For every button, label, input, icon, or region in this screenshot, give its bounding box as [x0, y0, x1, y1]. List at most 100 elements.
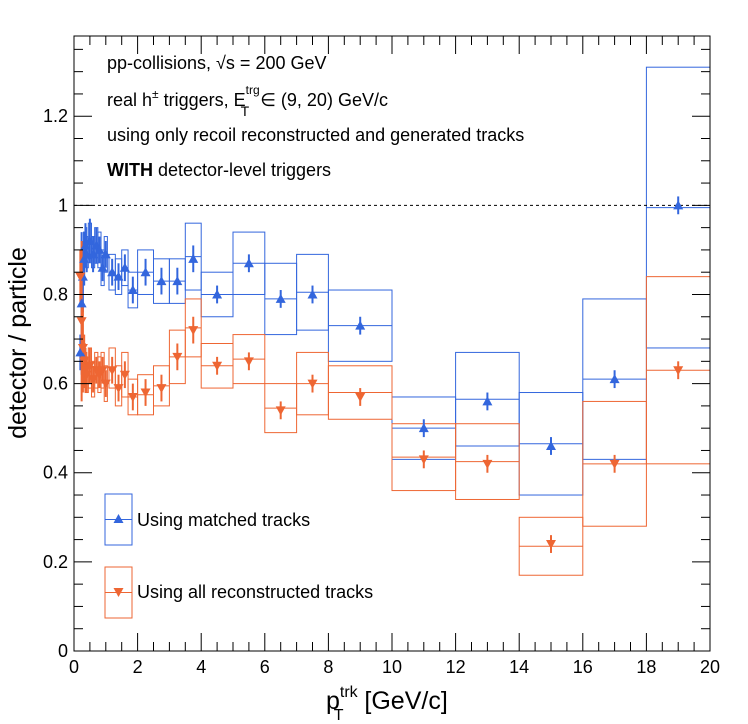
annotation-line-2-sup: ±	[152, 87, 159, 101]
data-point-matched	[673, 200, 684, 210]
x-tick-label: 0	[69, 657, 79, 677]
y-tick-label: 1	[58, 195, 68, 215]
data-point-all	[97, 366, 108, 376]
data-point-all	[140, 388, 151, 398]
data-point-all	[81, 370, 92, 380]
data-point-all	[275, 406, 286, 416]
annotation-line-3: using only recoil reconstructed and gene…	[107, 125, 524, 145]
data-point-all	[75, 272, 86, 282]
data-point-all	[172, 352, 183, 362]
data-point-matched	[76, 298, 87, 308]
data-point-all	[307, 379, 318, 389]
annotation-block: pp-collisions, √s = 200 GeV real h± trig…	[107, 53, 524, 180]
x-tick-label: 4	[196, 657, 206, 677]
x-tick-label: 14	[509, 657, 529, 677]
legend-marker-matched	[113, 514, 124, 523]
annotation-line-4-bold: WITH	[107, 160, 153, 180]
x-axis-label-sup: trk	[340, 684, 359, 701]
data-point-matched	[212, 289, 223, 299]
data-point-matched	[88, 249, 99, 259]
data-point-matched	[113, 271, 124, 281]
annotation-line-4-rest: detector-level triggers	[153, 160, 331, 180]
data-point-matched	[156, 276, 167, 286]
y-tick-label: 0.8	[43, 284, 68, 304]
annotation-line-2-e-sup: trg	[246, 83, 260, 97]
data-point-all	[107, 366, 118, 376]
legend-entry-matched: Using matched tracks	[104, 493, 310, 546]
data-point-all	[418, 455, 429, 465]
data-point-matched	[355, 320, 366, 330]
y-tick-label: 0	[58, 641, 68, 661]
data-point-all	[188, 326, 199, 336]
data-point-all	[84, 361, 95, 371]
x-tick-label: 18	[636, 657, 656, 677]
y-axis-label: detector / particle	[4, 247, 32, 439]
x-tick-label: 10	[382, 657, 402, 677]
x-tick-label: 2	[133, 657, 143, 677]
data-point-all	[212, 361, 223, 371]
data-point-matched	[609, 374, 620, 384]
y-tick-label: 1.2	[43, 106, 68, 126]
y-tick-label: 0.6	[43, 374, 68, 394]
data-point-all	[482, 459, 493, 469]
data-point-matched	[107, 267, 118, 277]
data-point-all	[77, 343, 88, 353]
data-point-all	[100, 379, 111, 389]
data-point-matched	[418, 423, 429, 433]
legend: Using matched tracks Using all reconstru…	[104, 493, 373, 619]
x-tick-label: 6	[260, 657, 270, 677]
data-point-all	[79, 357, 90, 367]
data-point-matched	[307, 289, 318, 299]
data-point-all	[127, 392, 138, 402]
data-point-all	[546, 540, 556, 550]
data-point-matched	[188, 253, 199, 263]
x-axis-label-sub: T	[334, 707, 344, 724]
x-axis-label-main: p	[326, 687, 340, 715]
data-point-matched	[84, 236, 95, 245]
x-tick-label: 20	[700, 657, 720, 677]
annotation-line-2-c: ∈ (9, 20) GeV/c	[255, 90, 388, 110]
annotation-line-4: WITH detector-level triggers	[107, 160, 331, 180]
data-point-all	[113, 384, 124, 394]
data-point-all	[673, 366, 684, 376]
data-point-matched	[100, 249, 111, 259]
y-axis-ticks: 0 0.2 0.4 0.6 0.8 1 1.2	[43, 48, 710, 661]
data-point-matched	[81, 249, 92, 259]
legend-marker-all	[113, 588, 124, 597]
annotation-line-2-a: real h	[107, 90, 152, 110]
x-axis-label-rest: [GeV/c]	[357, 687, 447, 715]
annotation-line-2-b: triggers, E	[159, 90, 246, 110]
x-tick-label: 8	[323, 657, 333, 677]
data-point-all	[156, 384, 167, 394]
x-tick-label: 12	[446, 657, 466, 677]
annotation-line-2: real h± triggers, Etrg T ∈ (9, 20) GeV/c	[107, 83, 388, 119]
legend-label-all: Using all reconstructed tracks	[137, 582, 373, 602]
x-axis-label: ptrk T [GeV/c]	[326, 684, 448, 724]
y-tick-label: 0.2	[43, 552, 68, 572]
x-axis-ticks: 0 2 4 6 8 10 12 14 16 18 20	[69, 36, 720, 677]
data-point-matched	[94, 244, 105, 254]
data-point-matched	[482, 396, 493, 406]
data-point-all	[76, 317, 87, 327]
x-tick-label: 16	[573, 657, 593, 677]
data-point-matched	[546, 441, 556, 450]
annotation-line-1: pp-collisions, √s = 200 GeV	[107, 53, 327, 73]
data-point-all	[119, 370, 130, 380]
data-point-all	[609, 459, 620, 469]
y-tick-label: 0.4	[43, 463, 68, 483]
data-point-matched	[127, 285, 138, 295]
data-point-all	[88, 375, 99, 385]
data-point-matched	[119, 262, 130, 272]
legend-entry-all: Using all reconstructed tracks	[104, 566, 373, 619]
data-point-matched	[140, 267, 151, 277]
data-point-matched	[275, 293, 286, 303]
legend-label-matched: Using matched tracks	[137, 510, 310, 530]
data-point-matched	[75, 347, 86, 357]
data-markers	[75, 200, 684, 550]
data-point-matched	[172, 276, 183, 286]
data-point-all	[243, 357, 254, 367]
data-point-matched	[243, 258, 254, 268]
annotation-line-2-e-sub: T	[241, 103, 250, 119]
data-point-matched	[97, 262, 108, 272]
